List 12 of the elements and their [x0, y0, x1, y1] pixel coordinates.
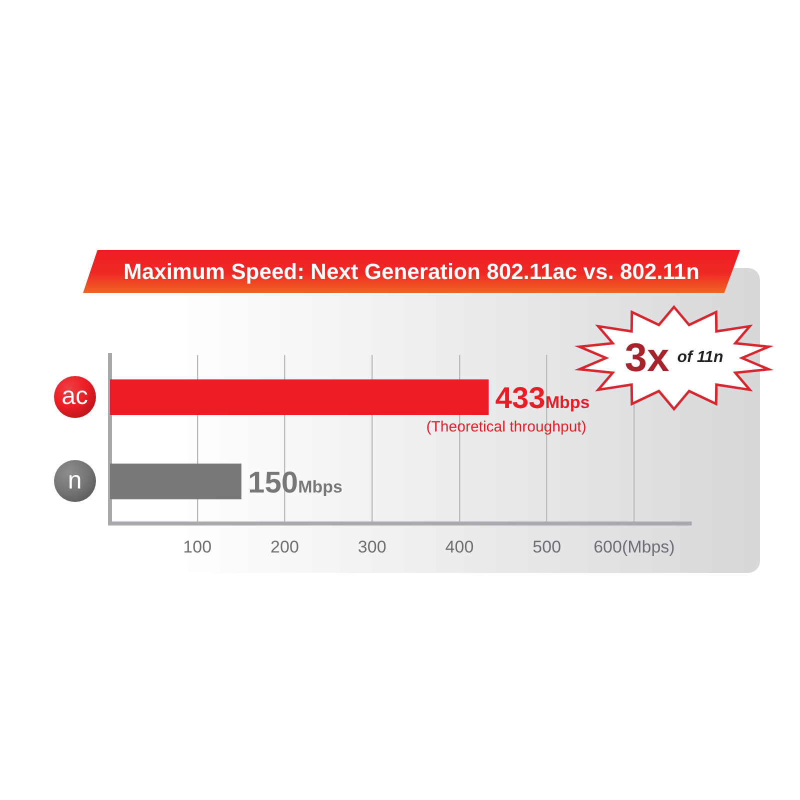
- x-tick-label: 200: [270, 537, 299, 556]
- annotation: (Theoretical throughput): [426, 418, 586, 436]
- data-label: 150Mbps: [248, 466, 342, 500]
- chart-title: Maximum Speed: Next Generation 802.11ac vs. 802.11n: [124, 258, 700, 284]
- data-label: 433Mbps: [495, 382, 590, 416]
- x-tick-label: 300: [358, 537, 386, 556]
- y-tick-label: n: [68, 466, 82, 494]
- x-tick-label: 500: [532, 537, 562, 556]
- y-tick-label: ac: [62, 382, 88, 410]
- x-tick-label: 600(Mbps): [594, 537, 675, 556]
- x-tick-label: 400: [445, 537, 474, 556]
- x-tick-label: 100: [183, 537, 212, 556]
